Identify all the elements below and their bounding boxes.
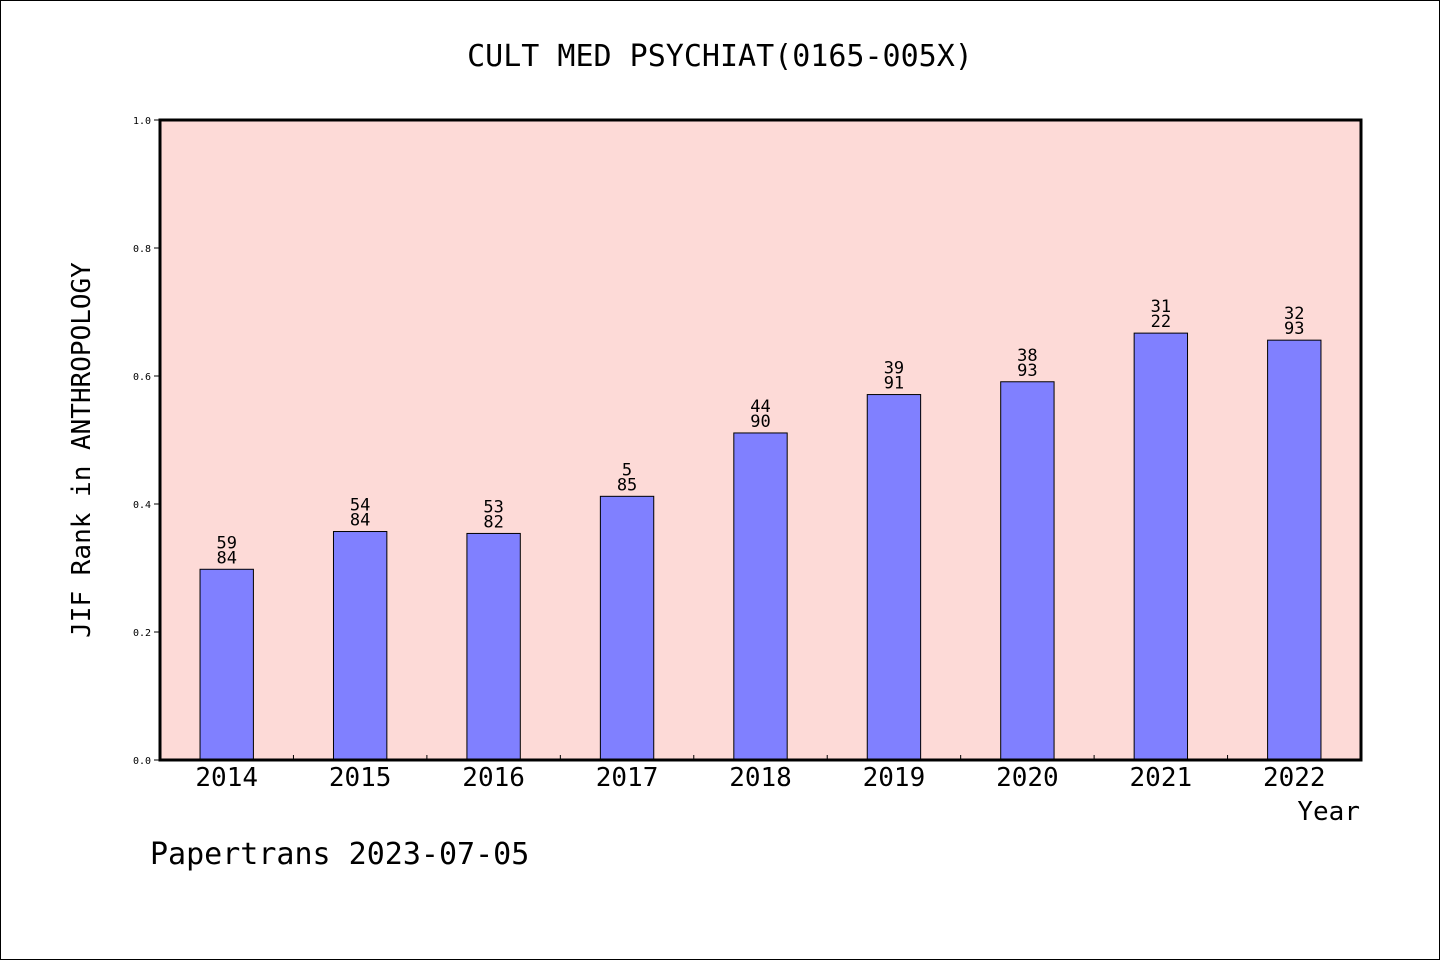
x-tick-label-2019: 2019 [863,763,926,793]
bar-label-rank-2019: 39 [884,359,904,379]
bar-2015 [332,531,388,761]
bar-label-total-2018: 90 [750,412,770,432]
y-tick-label-0.4: 0.4 [133,500,151,511]
x-tick-label-2015: 2015 [329,763,392,793]
plot-border [158,118,1363,762]
x-tick-label-2018: 2018 [729,763,792,793]
chart-title: CULT MED PSYCHIAT(0165-005X) [467,39,973,74]
bar-label-total-2015: 84 [350,511,370,531]
bar-label-total-2022: 93 [1284,319,1304,339]
y-tick-label-0.2: 0.2 [133,628,151,639]
y-tick-label-0.6: 0.6 [133,372,151,383]
bar-label-total-2014: 84 [216,548,236,568]
y-tick-label-0.8: 0.8 [133,244,151,255]
x-tick-label-2022: 2022 [1263,763,1326,793]
x-tick-label-2020: 2020 [996,763,1059,793]
bar-2021 [1133,332,1189,761]
bar-2014 [199,568,254,761]
footer-text: Papertrans 2023-07-05 [150,837,529,872]
y-tick-label-0.0: 0.0 [133,756,151,767]
bar-2022 [1267,339,1322,761]
bar-label-rank-2020: 38 [1017,346,1037,366]
bar-2019 [866,394,922,761]
bar-label-rank-2018: 44 [750,397,770,417]
bar-label-total-2016: 82 [483,512,503,532]
bar-label-rank-2021: 31 [1151,297,1171,317]
y-tick-label-1.0: 1.0 [133,116,151,127]
bar-2018 [733,432,788,761]
bar-label-rank-2015: 54 [350,496,370,516]
bar-label-total-2019: 91 [884,374,904,394]
bar-2016 [466,532,521,761]
bar-label-rank-2017: 5 [622,460,632,480]
bar-label-total-2017: 85 [617,475,637,495]
bar-label-rank-2022: 32 [1284,304,1304,324]
x-axis-label: Year [1297,797,1360,827]
bar-label-total-2021: 22 [1151,312,1171,332]
bar-label-rank-2016: 53 [483,497,503,517]
bar-label-rank-2014: 59 [216,533,236,553]
x-tick-label-2017: 2017 [596,763,659,793]
x-tick-label-2016: 2016 [462,763,525,793]
bar-2020 [1000,381,1055,761]
x-tick-label-2021: 2021 [1130,763,1193,793]
bar-2017 [599,495,655,761]
y-axis-label: JIF Rank in ANTHROPOLOGY [67,262,97,638]
x-tick-label-2014: 2014 [195,763,258,793]
bar-label-total-2020: 93 [1017,361,1037,381]
